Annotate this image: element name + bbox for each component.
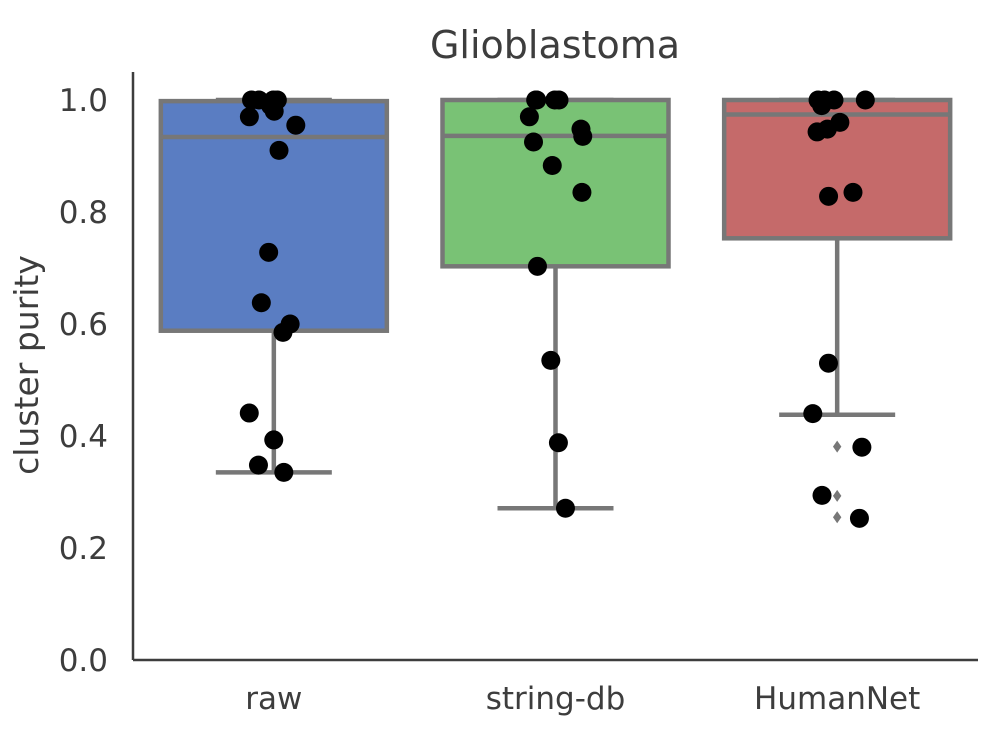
data-point (855, 90, 875, 110)
y-tick-label: 0.0 (59, 643, 108, 679)
data-point (251, 293, 271, 313)
data-point (852, 437, 872, 457)
y-tick-label: 0.6 (59, 307, 108, 343)
y-tick-label: 0.4 (59, 419, 108, 455)
plot-area: 0.0 0.2 0.4 0.6 0.8 1.0 raw string-db HumanNet (59, 72, 978, 717)
data-point (264, 101, 284, 121)
outlier-marker (832, 489, 842, 502)
data-point (527, 90, 547, 110)
data-point (273, 322, 293, 342)
x-tick-label: string-db (486, 681, 626, 717)
data-point (572, 182, 592, 202)
data-point (519, 107, 539, 127)
data-point (239, 107, 259, 127)
box-string-db (440, 97, 671, 269)
data-point (542, 156, 562, 176)
data-point (849, 508, 869, 528)
data-point (819, 186, 839, 206)
y-tick-label: 0.2 (59, 531, 108, 567)
data-point (259, 242, 279, 262)
data-point (286, 115, 306, 135)
data-point (264, 430, 284, 450)
data-point (548, 433, 568, 453)
data-point (239, 403, 259, 423)
data-point (274, 462, 294, 482)
data-point (812, 96, 832, 116)
data-point (807, 122, 827, 142)
outlier-marker (832, 440, 842, 453)
data-point (818, 353, 838, 373)
x-tick-label: raw (245, 681, 302, 717)
data-point (545, 90, 565, 110)
y-axis-label: cluster purity (7, 255, 46, 475)
y-tick-label: 1.0 (59, 83, 108, 119)
data-point (269, 140, 289, 160)
x-tick-label: HumanNet (754, 681, 920, 717)
data-point (812, 485, 832, 505)
outlier-marker (832, 511, 842, 524)
data-point (843, 182, 863, 202)
data-point (524, 132, 544, 152)
y-tick-label: 0.8 (59, 195, 108, 231)
data-point (248, 455, 268, 475)
data-point (555, 498, 575, 518)
data-point (527, 256, 547, 276)
data-point (573, 126, 593, 146)
data-point (541, 350, 561, 370)
chart-title: Glioblastoma (430, 23, 680, 67)
data-point (803, 404, 823, 424)
